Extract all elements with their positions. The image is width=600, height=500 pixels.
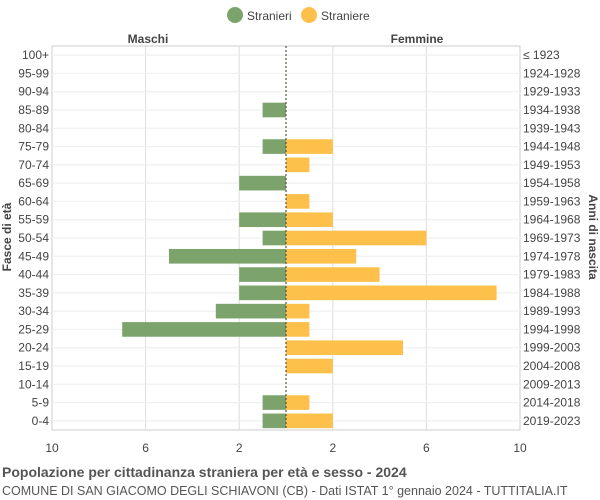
birth-year-label: 1929-1933	[523, 85, 581, 99]
age-group-label: 55-59	[18, 213, 49, 227]
y-axis-label-right: Anni di nascita	[586, 194, 600, 280]
birth-year-label: 1944-1948	[523, 140, 581, 154]
age-group-label: 95-99	[18, 66, 49, 80]
birth-year-label: 1949-1953	[523, 158, 581, 172]
bar-males	[239, 285, 286, 301]
bar-females	[286, 157, 310, 173]
bar-females	[286, 395, 310, 410]
birth-year-label: 2019-2023	[523, 414, 581, 428]
bar-females	[286, 322, 310, 337]
bar-females	[286, 303, 310, 319]
bar-males	[262, 413, 286, 429]
age-group-label: 0-4	[32, 414, 50, 428]
age-group-label: 15-19	[18, 359, 49, 373]
bar-females	[286, 194, 310, 209]
birth-year-label: 1979-1983	[523, 268, 581, 282]
birth-year-label: 1954-1958	[523, 176, 581, 190]
age-group-label: 30-34	[18, 304, 49, 318]
age-group-label: 60-64	[18, 194, 49, 208]
bar-males	[239, 175, 286, 191]
legend-label-males: Stranieri	[247, 9, 292, 23]
age-group-label: 70-74	[18, 158, 49, 172]
age-group-label: 75-79	[18, 140, 49, 154]
x-tick-label: 2	[236, 441, 243, 455]
age-group-label: 45-49	[18, 249, 49, 263]
bar-females	[286, 358, 333, 374]
chart-title: Popolazione per cittadinanza straniera p…	[2, 464, 407, 480]
birth-year-label: 2004-2008	[523, 359, 581, 373]
age-group-label: 35-39	[18, 286, 49, 300]
right-header-femmine: Femmine	[391, 32, 444, 46]
age-group-label: 65-69	[18, 176, 49, 190]
age-group-label: 20-24	[18, 341, 49, 355]
legend-label-females: Straniere	[321, 9, 370, 23]
bar-females	[286, 230, 427, 246]
birth-year-label: 1969-1973	[523, 231, 581, 245]
bar-females	[286, 139, 333, 154]
bar-females	[286, 285, 497, 301]
birth-year-label: ≤ 1923	[523, 48, 560, 62]
age-group-label: 50-54	[18, 231, 49, 245]
birth-year-label: 2014-2018	[523, 396, 581, 410]
birth-year-label: 1964-1968	[523, 213, 581, 227]
bar-females	[286, 212, 333, 228]
age-group-label: 5-9	[32, 396, 50, 410]
bar-males	[239, 212, 286, 228]
age-group-label: 80-84	[18, 121, 49, 135]
bar-males	[215, 303, 286, 319]
age-group-label: 100+	[22, 48, 49, 62]
age-group-label: 85-89	[18, 103, 49, 117]
age-group-label: 40-44	[18, 268, 49, 282]
bar-males	[262, 102, 286, 118]
birth-year-label: 1924-1928	[523, 66, 581, 80]
bar-females	[286, 248, 357, 264]
bar-males	[262, 395, 286, 410]
age-group-label: 90-94	[18, 85, 49, 99]
x-tick-label: 10	[513, 441, 527, 455]
birth-year-label: 1999-2003	[523, 341, 581, 355]
y-axis-label-left: Fasce di età	[0, 202, 14, 271]
bar-males	[262, 230, 286, 246]
x-tick-label: 6	[423, 441, 430, 455]
bar-females	[286, 413, 333, 429]
birth-year-label: 1959-1963	[523, 194, 581, 208]
left-header-maschi: Maschi	[128, 32, 169, 46]
legend-swatch-females	[301, 7, 317, 23]
x-tick-label: 2	[329, 441, 336, 455]
birth-year-label: 1974-1978	[523, 249, 581, 263]
age-group-label: 25-29	[18, 322, 49, 336]
bar-males	[122, 322, 286, 337]
birth-year-label: 1934-1938	[523, 103, 581, 117]
chart-subtitle: COMUNE DI SAN GIACOMO DEGLI SCHIAVONI (C…	[2, 484, 568, 498]
birth-year-label: 1984-1988	[523, 286, 581, 300]
bar-males	[239, 267, 286, 282]
x-tick-label: 10	[45, 441, 59, 455]
plot-area: 10 6 2 2 6 10 100+ ≤ 1923 95-99 1924-1928 90-94 192…	[18, 45, 581, 455]
bar-males	[262, 139, 286, 154]
birth-year-label: 2009-2013	[523, 377, 581, 391]
legend-swatch-males	[227, 7, 243, 23]
x-tick-label: 6	[142, 441, 149, 455]
bar-females	[286, 267, 380, 282]
age-group-label: 10-14	[18, 377, 49, 391]
legend: Stranieri Straniere	[227, 7, 370, 23]
birth-year-label: 1994-1998	[523, 322, 581, 336]
bar-females	[286, 340, 403, 356]
birth-year-label: 1989-1993	[523, 304, 581, 318]
birth-year-label: 1939-1943	[523, 121, 581, 135]
bar-males	[169, 248, 286, 264]
